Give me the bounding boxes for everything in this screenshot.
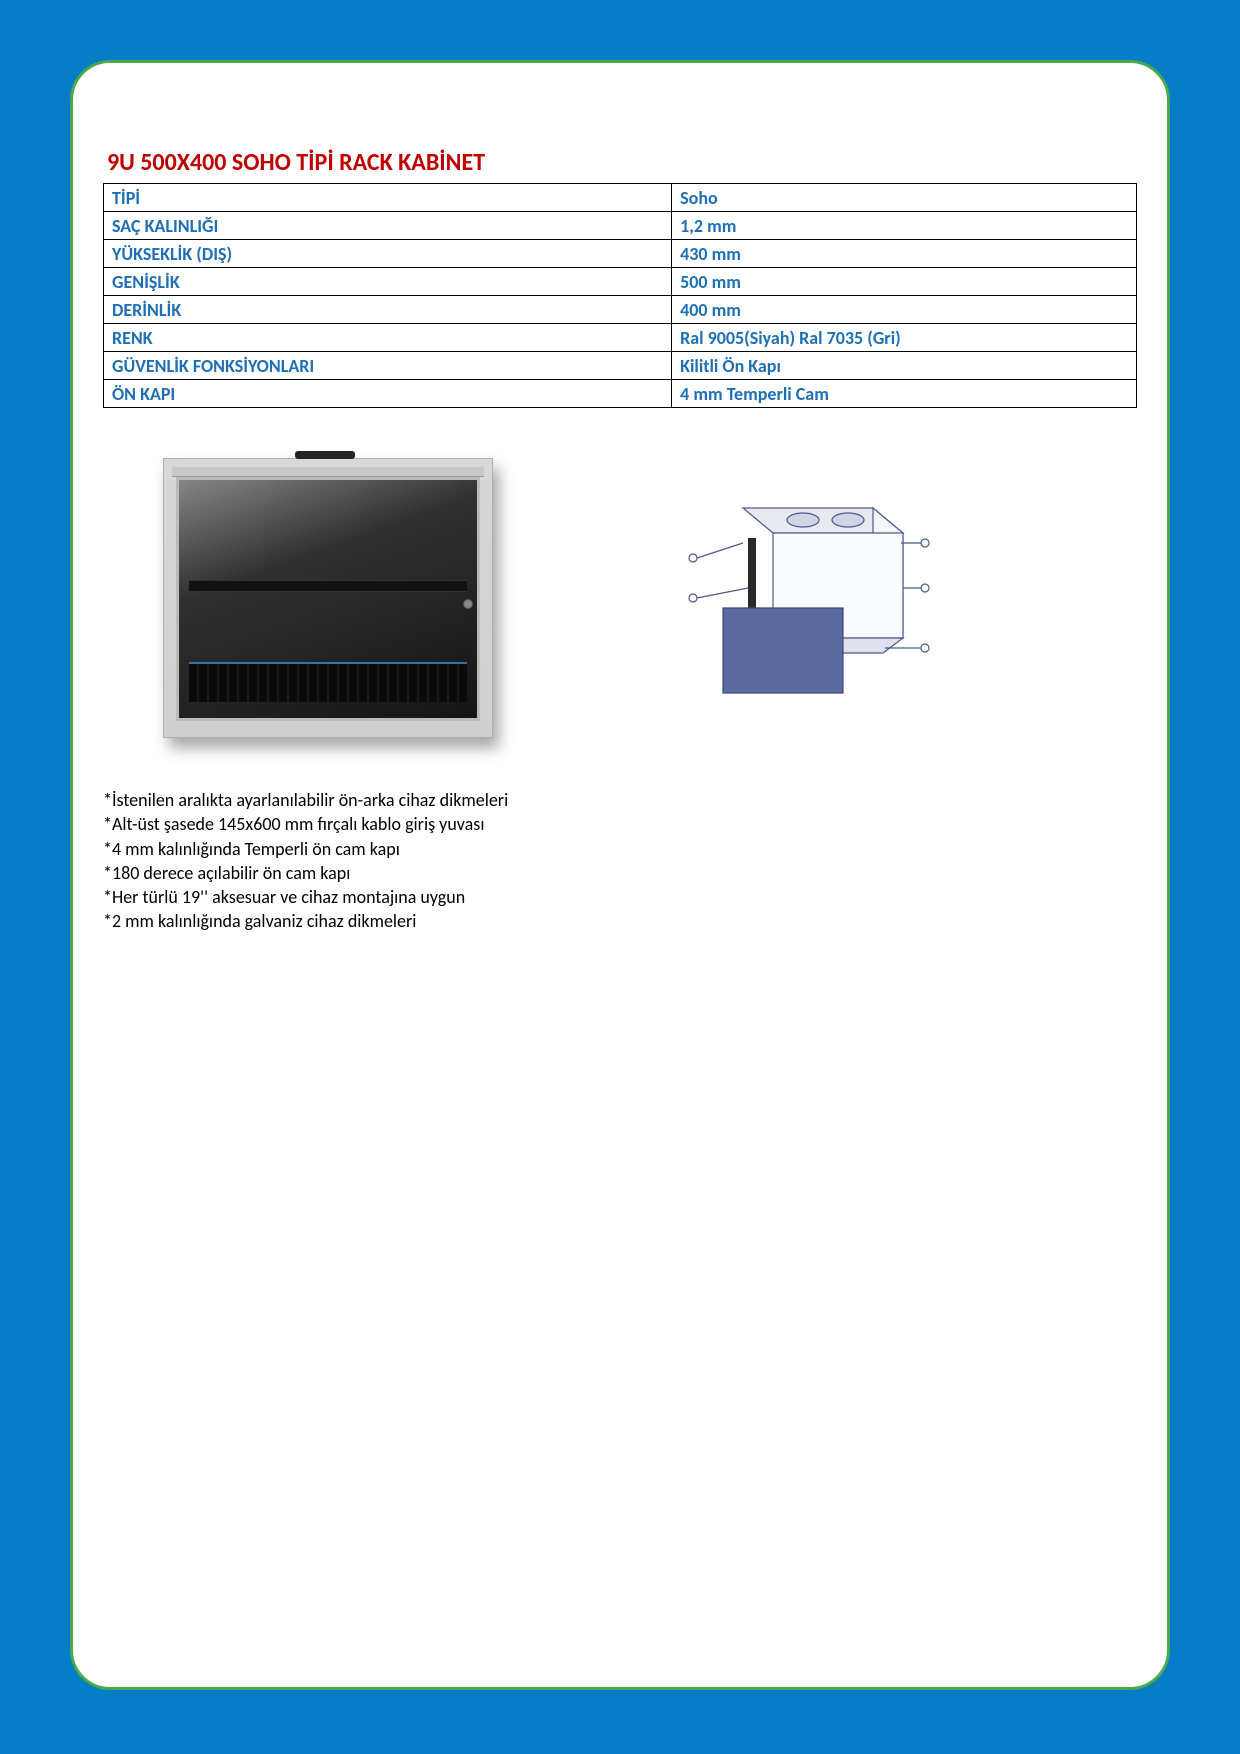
table-row: RENK Ral 9005(Siyah) Ral 7035 (Gri) xyxy=(104,324,1137,352)
spec-label: DERİNLİK xyxy=(104,296,672,324)
spec-value: 430 mm xyxy=(672,240,1137,268)
page-card: 9U 500X400 SOHO TİPİ RACK KABİNET TİPİ S… xyxy=(70,60,1170,1690)
table-row: YÜKSEKLİK (DIŞ) 430 mm xyxy=(104,240,1137,268)
feature-item: *2 mm kalınlığında galvaniz cihaz dikmel… xyxy=(103,909,1137,933)
spec-value: 500 mm xyxy=(672,268,1137,296)
spec-label: GÜVENLİK FONKSİYONLARI xyxy=(104,352,672,380)
spec-table: TİPİ Soho SAÇ KALINLIĞI 1,2 mm YÜKSEKLİK… xyxy=(103,183,1137,408)
feature-item: *180 derece açılabilir ön cam kapı xyxy=(103,861,1137,885)
exploded-diagram xyxy=(653,488,943,718)
diagram-svg xyxy=(653,488,943,718)
feature-item: *İstenilen aralıkta ayarlanılabilir ön-a… xyxy=(103,788,1137,812)
product-photo xyxy=(163,458,493,738)
spec-label: RENK xyxy=(104,324,672,352)
photo-handle xyxy=(295,451,355,459)
spec-value: 400 mm xyxy=(672,296,1137,324)
spec-label: GENİŞLİK xyxy=(104,268,672,296)
photo-patchpanel xyxy=(189,662,467,702)
table-row: GÜVENLİK FONKSİYONLARI Kilitli Ön Kapı xyxy=(104,352,1137,380)
photo-shelf xyxy=(189,580,467,592)
spec-label: TİPİ xyxy=(104,184,672,212)
feature-item: *Alt-üst şasede 145x600 mm fırçalı kablo… xyxy=(103,812,1137,836)
spec-label: YÜKSEKLİK (DIŞ) xyxy=(104,240,672,268)
table-row: SAÇ KALINLIĞI 1,2 mm xyxy=(104,212,1137,240)
table-row: GENİŞLİK 500 mm xyxy=(104,268,1137,296)
spec-value: 1,2 mm xyxy=(672,212,1137,240)
photo-glass xyxy=(176,477,480,721)
spec-value: Ral 9005(Siyah) Ral 7035 (Gri) xyxy=(672,324,1137,352)
feature-item: *Her türlü 19'' aksesuar ve cihaz montaj… xyxy=(103,885,1137,909)
spec-label: SAÇ KALINLIĞI xyxy=(104,212,672,240)
images-row xyxy=(163,458,1137,738)
photo-top-frame xyxy=(172,467,484,477)
table-row: ÖN KAPI 4 mm Temperli Cam xyxy=(104,380,1137,408)
table-row: TİPİ Soho xyxy=(104,184,1137,212)
spec-value: Soho xyxy=(672,184,1137,212)
page-title: 9U 500X400 SOHO TİPİ RACK KABİNET xyxy=(103,148,1137,177)
spec-value: 4 mm Temperli Cam xyxy=(672,380,1137,408)
features-list: *İstenilen aralıkta ayarlanılabilir ön-a… xyxy=(103,788,1137,934)
table-row: DERİNLİK 400 mm xyxy=(104,296,1137,324)
spec-value: Kilitli Ön Kapı xyxy=(672,352,1137,380)
photo-lock xyxy=(463,599,473,609)
spec-label: ÖN KAPI xyxy=(104,380,672,408)
feature-item: *4 mm kalınlığında Temperli ön cam kapı xyxy=(103,837,1137,861)
